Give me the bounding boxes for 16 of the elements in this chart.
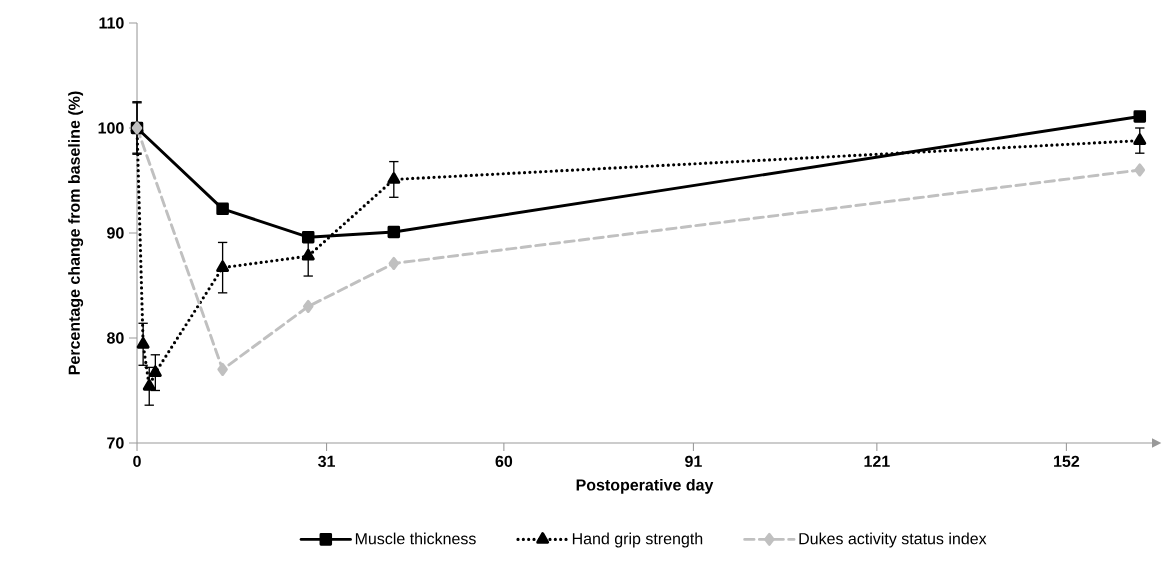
legend-label: Dukes activity status index bbox=[799, 532, 987, 548]
x-tick-label: 152 bbox=[1054, 455, 1080, 468]
y-tick-label: 110 bbox=[99, 17, 124, 29]
x-tick-label: 31 bbox=[318, 455, 335, 468]
x-tick-label: 91 bbox=[685, 455, 702, 468]
legend-label: Hand grip strength bbox=[572, 532, 703, 548]
x-tick-label: 60 bbox=[495, 455, 513, 468]
y-axis-title: Percentage change from baseline (%) bbox=[68, 91, 84, 375]
legend-label: Muscle thickness bbox=[355, 532, 476, 545]
y-tick-label: 90 bbox=[107, 227, 124, 239]
x-tick-label: 121 bbox=[864, 455, 890, 467]
y-tick-label: 70 bbox=[107, 437, 124, 449]
x-axis-title: Postoperative day bbox=[576, 478, 714, 494]
y-tick-label: 100 bbox=[98, 122, 124, 134]
y-tick-label: 80 bbox=[107, 332, 124, 344]
x-tick-label: 0 bbox=[133, 455, 141, 468]
